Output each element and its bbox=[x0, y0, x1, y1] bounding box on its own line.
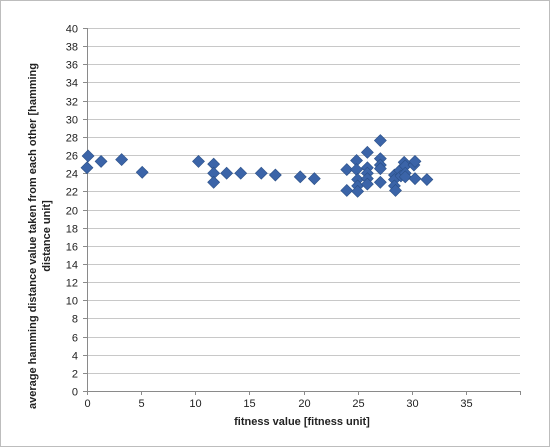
data-point bbox=[351, 184, 365, 198]
data-point bbox=[207, 175, 221, 189]
gridlines bbox=[87, 28, 520, 374]
data-point bbox=[373, 162, 387, 176]
x-tick-label: 15 bbox=[243, 398, 255, 410]
data-point bbox=[192, 154, 205, 168]
y-tick-label: 28 bbox=[66, 133, 78, 145]
data-point bbox=[389, 184, 402, 197]
y-tick-label: 40 bbox=[66, 24, 78, 36]
data-point bbox=[360, 177, 374, 191]
y-tick-label: 10 bbox=[66, 296, 78, 308]
data-point bbox=[94, 154, 108, 168]
data-point bbox=[81, 149, 95, 163]
y-tick-label: 26 bbox=[66, 151, 78, 163]
data-point bbox=[220, 166, 234, 180]
data-point bbox=[293, 170, 307, 184]
data-point bbox=[268, 168, 282, 182]
data-point bbox=[373, 134, 387, 147]
y-axis-title-line-1: average hamming distance value taken fro… bbox=[27, 63, 39, 409]
y-tick-label: 32 bbox=[66, 97, 78, 109]
y-tick-label: 34 bbox=[66, 78, 78, 90]
y-tick-label: 8 bbox=[72, 314, 78, 326]
x-tick-label: 20 bbox=[298, 398, 310, 410]
data-point bbox=[408, 172, 422, 186]
data-point bbox=[234, 166, 248, 180]
data-point bbox=[420, 173, 434, 186]
x-tick-label: 5 bbox=[138, 398, 144, 410]
data-point bbox=[115, 153, 129, 167]
data-point bbox=[340, 184, 354, 197]
y-tick-label: 12 bbox=[66, 278, 78, 290]
y-tick-label: 30 bbox=[66, 115, 78, 127]
y-tick-label: 4 bbox=[72, 351, 78, 363]
x-tick-label: 30 bbox=[406, 398, 418, 410]
x-axis-title: fitness value [fitness unit] bbox=[234, 416, 370, 428]
axes bbox=[83, 28, 521, 395]
data-point bbox=[373, 175, 387, 189]
y-tick-label: 2 bbox=[72, 369, 78, 381]
data-point bbox=[80, 161, 94, 175]
x-tick-label: 35 bbox=[460, 398, 472, 410]
y-tick-label: 18 bbox=[66, 224, 78, 236]
data-point bbox=[398, 170, 412, 184]
y-tick-label: 20 bbox=[66, 206, 78, 218]
y-tick-label: 24 bbox=[66, 169, 78, 181]
y-tick-label: 14 bbox=[66, 260, 78, 272]
data-point bbox=[254, 166, 268, 180]
data-point bbox=[408, 154, 422, 168]
x-tick-label: 0 bbox=[84, 398, 90, 410]
y-tick-label: 16 bbox=[66, 242, 78, 254]
y-tick-label: 36 bbox=[66, 60, 78, 72]
y-tick-label: 6 bbox=[72, 333, 78, 345]
data-point bbox=[340, 163, 354, 176]
y-tick-label: 38 bbox=[66, 42, 78, 54]
x-tick-label: 10 bbox=[189, 398, 201, 410]
y-axis-title-line-2: distance unit] bbox=[41, 200, 53, 272]
data-point bbox=[135, 165, 149, 179]
data-points bbox=[80, 134, 434, 198]
x-tick-label: 25 bbox=[352, 398, 364, 410]
data-point bbox=[360, 145, 374, 159]
y-tick-label: 22 bbox=[66, 187, 78, 199]
y-tick-label: 0 bbox=[72, 387, 78, 399]
x-tick-labels: 0 5 10 15 20 25 30 35 bbox=[84, 398, 472, 410]
data-point bbox=[307, 172, 321, 186]
